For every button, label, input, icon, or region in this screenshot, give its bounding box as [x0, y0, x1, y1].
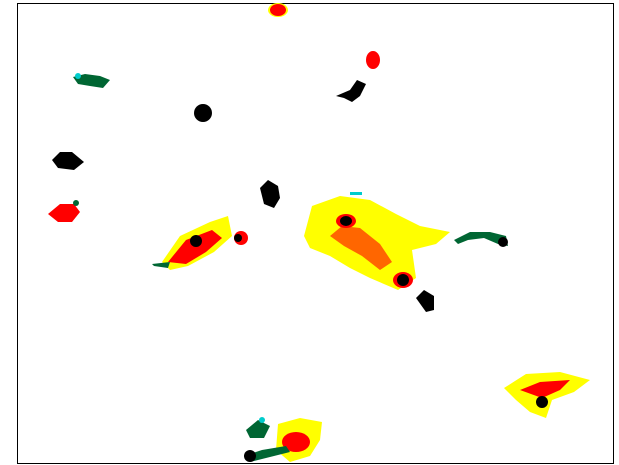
blob	[234, 234, 242, 242]
blob	[190, 235, 202, 247]
page: {} html, body { margin: 0; padding: 0; b…	[0, 0, 619, 465]
page-body: (() => { const data = JSON.parse(documen…	[0, 0, 619, 465]
blob	[397, 274, 409, 286]
blob	[366, 51, 380, 69]
blob	[350, 192, 362, 195]
blob	[536, 396, 548, 408]
image	[0, 0, 619, 465]
blob	[270, 4, 286, 16]
blob	[340, 216, 352, 226]
blob	[194, 104, 212, 122]
blob	[498, 237, 508, 247]
blob	[244, 450, 256, 462]
blob	[73, 200, 79, 206]
blob	[75, 73, 81, 79]
blob	[259, 417, 265, 423]
